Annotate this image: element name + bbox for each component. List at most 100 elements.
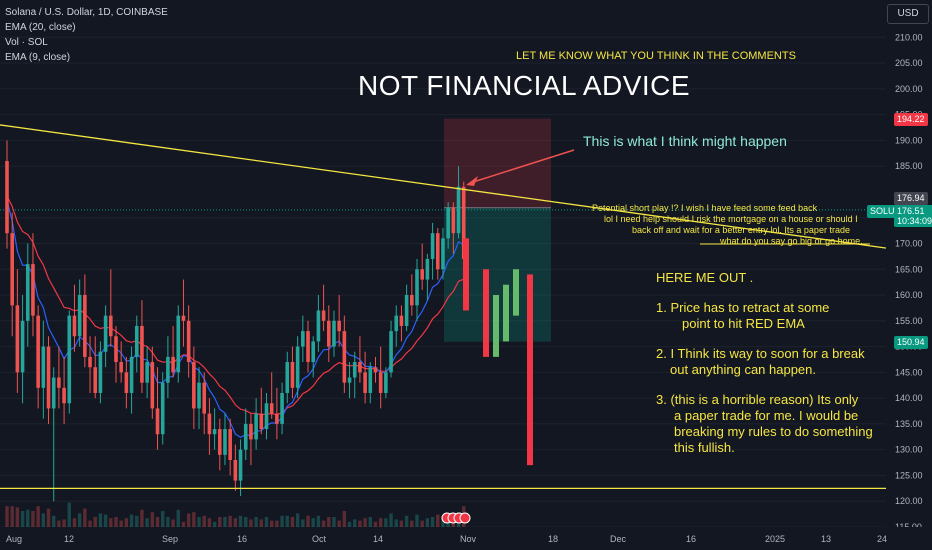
time-tick-label: Aug (6, 534, 22, 544)
time-tick-label: 2025 (765, 534, 785, 544)
time-tick-label: 16 (686, 534, 696, 544)
price-tick-label: 165.00 (895, 264, 923, 274)
time-tick-label: 14 (373, 534, 383, 544)
target-price-tag[interactable]: 150.94 (894, 336, 928, 349)
candle (207, 413, 212, 435)
candle (134, 325, 139, 357)
candle (404, 295, 409, 326)
comments-note[interactable]: LET ME KNOW WHAT YOU THINK IN THE COMMEN… (516, 50, 796, 62)
candle (337, 320, 341, 332)
time-tick-label: 12 (64, 534, 74, 544)
short-line: lol I need help should I risk the mortga… (604, 214, 858, 224)
price-tick-label: 190.00 (895, 135, 923, 145)
volume-bar (98, 513, 103, 527)
candle (140, 325, 144, 383)
legend-volume[interactable]: Vol · SOL (5, 37, 48, 48)
price-tick-label: 160.00 (895, 290, 923, 300)
candle (363, 372, 367, 393)
volume-bar (285, 515, 289, 527)
legend-symbol[interactable]: Solana / U.S. Dollar, 1D, COINBASE (5, 7, 168, 18)
volume-bar (290, 517, 295, 527)
candle (290, 362, 295, 388)
candle (124, 372, 129, 393)
candle (243, 423, 248, 450)
candle (223, 429, 227, 455)
candle (36, 315, 40, 388)
argument-point-1: 1. Price has to retract at some (656, 300, 830, 315)
legend-ema9[interactable]: EMA (9, close) (5, 52, 71, 63)
candle (41, 346, 46, 388)
time-axis-bg (0, 527, 932, 550)
volume-bar (67, 502, 71, 527)
volume-bar (88, 520, 92, 527)
price-tick-label: 200.00 (895, 84, 923, 94)
prediction-note[interactable]: This is what I think might happen (583, 133, 787, 149)
candle (347, 377, 352, 383)
grid-lines (0, 36, 886, 528)
volume-bar (244, 517, 248, 527)
price-axis[interactable]: 115.00120.00125.00130.00135.00140.00145.… (886, 0, 932, 550)
last-price-tag[interactable]: 176.51 10:34:09 (894, 205, 932, 227)
candle (441, 238, 445, 270)
volume-bar (93, 517, 97, 527)
volume-bar (15, 507, 20, 527)
volume-bar (10, 506, 14, 527)
disclaimer-heading[interactable]: NOT FINANCIAL ADVICE (358, 70, 691, 101)
volume-bar (218, 517, 222, 527)
volume-bar (332, 517, 336, 527)
price-tick-label: 205.00 (895, 58, 923, 68)
volume-bar (430, 517, 435, 527)
time-axis[interactable]: Aug 12 Sep 16 Oct 14 Nov 18 Dec 16 2025 13 24 (0, 527, 932, 550)
candle (228, 429, 232, 460)
projection-candle (527, 274, 533, 466)
time-tick-label: 16 (237, 534, 247, 544)
drawings[interactable] (0, 124, 891, 524)
projection-candles (463, 238, 533, 466)
short-play-note[interactable]: Potential short play !? I wish I have fe… (592, 203, 863, 247)
candle (72, 315, 77, 337)
volume-bar (212, 521, 217, 527)
entry-price-tag[interactable]: 176.94 (894, 192, 928, 205)
currency-button[interactable]: USD (887, 4, 929, 24)
argument-point-3-cont: this fullish. (674, 440, 735, 455)
volume-bar (249, 519, 253, 527)
candle (10, 233, 14, 306)
candle (425, 258, 430, 280)
candle (342, 331, 347, 383)
argument-point-3: 3. (this is a horrible reason) Its only (656, 392, 859, 407)
candle (451, 207, 456, 234)
candle (202, 382, 207, 414)
candle (301, 331, 305, 347)
argument-note[interactable]: HERE ME OUT . 1. Price has to retract at… (656, 270, 873, 456)
price-tick-label: 120.00 (895, 496, 923, 506)
argument-point-2-cont: out anything can happen. (670, 362, 817, 377)
time-tick-label: Oct (312, 534, 327, 544)
volume-bar (233, 518, 238, 527)
candle (150, 362, 155, 409)
time-tick-label: 13 (821, 534, 831, 544)
last-price: 176.51 (897, 206, 925, 216)
volume-bar (20, 511, 25, 527)
candle (166, 356, 170, 383)
price-tick-label: 210.00 (895, 32, 923, 42)
volume-bar (228, 515, 232, 527)
volume-bar (171, 519, 175, 527)
volume-bar (155, 517, 160, 527)
volume-bar (280, 515, 284, 527)
candle (420, 269, 424, 280)
volume-bar (109, 518, 113, 527)
volume-bar (176, 509, 180, 527)
price-tick-label: 155.00 (895, 316, 923, 326)
volume-bar (150, 512, 155, 527)
arrow-line (469, 149, 575, 184)
legend-ema20[interactable]: EMA (20, close) (5, 22, 76, 33)
volume-bar (197, 517, 201, 527)
volume-bar (186, 513, 191, 527)
volume-bar (119, 520, 123, 527)
candle (295, 346, 300, 388)
volume-bar (389, 513, 393, 527)
candle (373, 367, 378, 373)
candle (306, 331, 310, 363)
stop-price-tag[interactable]: 194.22 (894, 113, 928, 126)
